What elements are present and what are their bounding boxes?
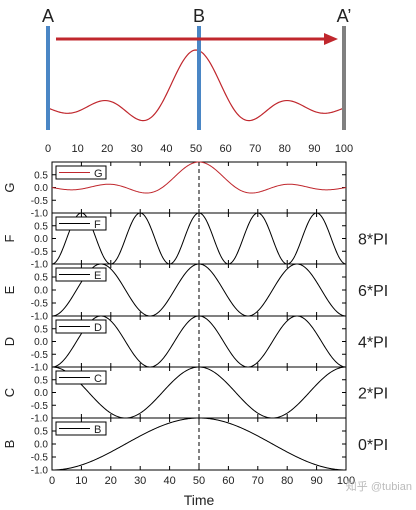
side-label: 0*PI: [358, 437, 388, 454]
y-tick-label: -1.0: [31, 363, 49, 374]
side-label: 6*PI: [358, 283, 388, 300]
bottom-x-tick-label: 40: [163, 475, 175, 487]
y-tick-label: 0.0: [34, 388, 48, 399]
y-tick-label: 0.5: [34, 170, 48, 181]
top-x-tick-label: 0: [45, 143, 51, 155]
y-tick-label: 0.5: [34, 375, 48, 386]
y-tick-label: -1.0: [31, 260, 49, 271]
top-x-tick-label: 40: [160, 143, 172, 155]
bottom-x-tick-label: 90: [310, 475, 322, 487]
bottom-x-tick-label: 30: [134, 475, 146, 487]
bottom-x-tick-label: 50: [193, 475, 205, 487]
top-x-tick-label: 50: [190, 143, 202, 155]
y-tick-label: -0.5: [31, 299, 49, 310]
bottom-x-tick-label: 70: [252, 475, 264, 487]
y-tick-label: -0.5: [31, 247, 49, 258]
panel-axis-label: F: [2, 234, 17, 242]
panel-axis-label: B: [2, 440, 17, 449]
panel-axis-label: C: [2, 388, 17, 397]
y-tick-label: -0.5: [31, 196, 49, 207]
panel-f: 0.5 0.0 -0.5 -1.0 F F 8*PI: [2, 212, 388, 271]
top-x-tick-label: 70: [249, 143, 261, 155]
y-tick-label: 0.5: [34, 221, 48, 232]
label-b: B: [193, 6, 205, 26]
x-axis-label: Time: [184, 492, 215, 508]
bottom-x-tick-label: 10: [75, 475, 87, 487]
y-tick-label: -1.0: [31, 414, 49, 425]
legend-label: G: [94, 168, 103, 180]
y-tick-label: 0.0: [34, 183, 48, 194]
bottom-x-tick-label: 20: [105, 475, 117, 487]
top-diagram: A B A’ 0 10 20 30 40 50 60 70 80 90 100: [42, 6, 353, 155]
top-x-tick-label: 60: [219, 143, 231, 155]
y-tick-label: -0.5: [31, 401, 49, 412]
y-tick-label: -1.0: [31, 466, 49, 477]
y-tick-label: 0.5: [34, 324, 48, 335]
top-x-tick-label: 30: [131, 143, 143, 155]
y-tick-label: -1.0: [31, 312, 49, 323]
panel-d: 0.5 0.0 -0.5 -1.0 D D 4*PI: [2, 315, 388, 374]
y-tick-label: 0.0: [34, 234, 48, 245]
side-label: 2*PI: [358, 386, 388, 403]
panel-axis-label: G: [2, 182, 17, 192]
top-wave-line: [47, 49, 345, 122]
bottom-x-ticks: 0 10 20 30 40 50 60 70 80 90 100: [49, 475, 355, 487]
legend-label: B: [94, 424, 101, 436]
panel-e: 0.5 0.0 -0.5 -1.0 E E 6*PI: [2, 263, 388, 323]
y-tick-label: -0.5: [31, 453, 49, 464]
panel-g: 0.5 0.0 -0.5 -1.0 G G: [2, 161, 347, 220]
top-x-tick-label: 100: [335, 143, 353, 155]
y-tick-label: 0.0: [34, 440, 48, 451]
arrow-head: [324, 33, 338, 45]
top-x-tick-label: 10: [71, 143, 83, 155]
bottom-x-tick-label: 60: [222, 475, 234, 487]
panel-c: 0.5 0.0 -0.5 -1.0 C C 2*PI: [2, 366, 388, 425]
legend-label: E: [94, 270, 101, 282]
legend-label: D: [94, 322, 102, 334]
y-tick-label: 0.5: [34, 273, 48, 284]
y-tick-label: 0.0: [34, 337, 48, 348]
panel-axis-label: D: [2, 337, 17, 346]
top-x-tick-label: 80: [279, 143, 291, 155]
side-label: 8*PI: [358, 232, 388, 249]
side-label: 4*PI: [358, 335, 388, 352]
y-tick-label: -1.0: [31, 209, 49, 220]
top-x-ticks: 0 10 20 30 40 50 60 70 80 90 100: [45, 143, 353, 155]
panel-axis-label: E: [2, 285, 17, 294]
legend-label: F: [94, 219, 101, 231]
top-x-tick-label: 90: [308, 143, 320, 155]
y-tick-label: -0.5: [31, 350, 49, 361]
bottom-x-tick-label: 0: [49, 475, 55, 487]
watermark: 知乎 @tubian: [346, 479, 412, 493]
y-tick-label: 0.0: [34, 286, 48, 297]
label-a-prime: A’: [337, 6, 352, 26]
legend-label: C: [94, 373, 102, 385]
bottom-x-tick-label: 80: [281, 475, 293, 487]
top-x-tick-label: 20: [101, 143, 113, 155]
y-tick-label: 0.5: [34, 427, 48, 438]
bottom-x-tick-label: 100: [337, 475, 355, 487]
panel-b: 0.5 0.0 -0.5 -1.0 B B 0*PI: [2, 417, 388, 477]
label-a: A: [42, 6, 54, 26]
